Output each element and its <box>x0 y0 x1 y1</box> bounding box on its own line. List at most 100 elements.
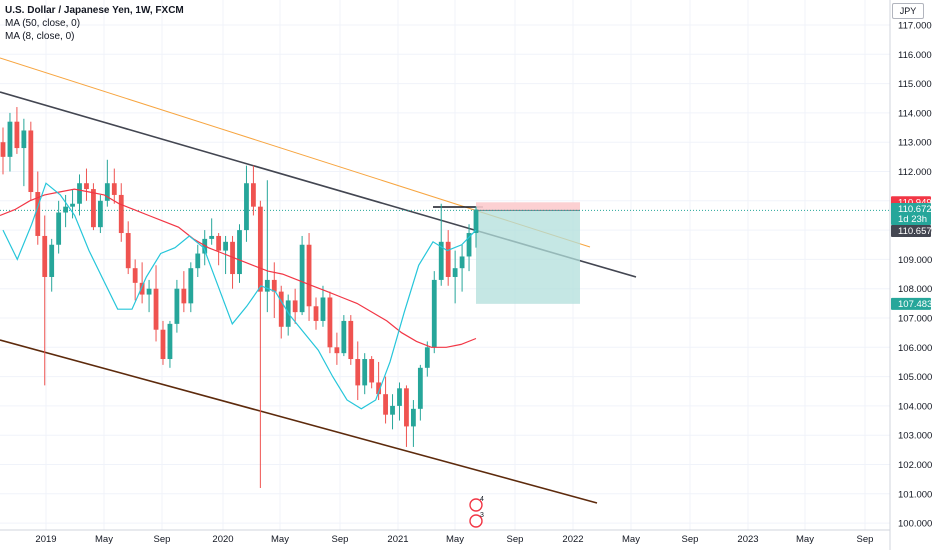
event-count: 3 <box>480 512 484 519</box>
candle-body <box>132 268 138 283</box>
candle-body <box>251 183 256 207</box>
candle-body <box>216 235 222 251</box>
currency-badge[interactable]: JPY <box>892 3 924 19</box>
x-tick-label: 2020 <box>212 534 233 545</box>
price-axis-label <box>891 203 931 225</box>
candle-body <box>313 306 319 321</box>
price-axis-label <box>891 297 931 310</box>
x-tick-label: 2021 <box>387 534 408 545</box>
candle-body <box>209 235 215 239</box>
candle-body <box>397 388 402 406</box>
y-tick-label: 103.000 <box>898 431 932 442</box>
earnings-event-markers[interactable]: 43 <box>469 496 484 528</box>
candle-body <box>410 408 416 427</box>
candle-body <box>244 183 249 231</box>
candle-body <box>146 288 152 295</box>
candle-body <box>466 233 472 257</box>
y-tick-label: 107.000 <box>898 314 932 325</box>
candle-body <box>278 291 284 327</box>
candle-body <box>118 194 124 234</box>
candle-body <box>341 320 347 354</box>
candle-body <box>424 347 430 368</box>
moving-averages <box>0 182 477 410</box>
candle-body <box>376 382 382 395</box>
x-tick-label: May <box>622 534 640 545</box>
candle-body <box>84 183 89 190</box>
price-axis-label-text: 110.949 <box>898 197 932 208</box>
y-tick-label: 115.000 <box>898 79 932 90</box>
candle-body <box>348 320 354 360</box>
stop-loss-zone <box>476 202 580 211</box>
candle-body <box>230 241 235 275</box>
candle-body <box>327 297 333 348</box>
short-position-tool[interactable] <box>0 202 890 304</box>
y-tick-label: 100.000 <box>898 519 932 530</box>
y-tick-label: 108.000 <box>898 284 932 295</box>
profit-target-zone <box>476 210 580 304</box>
ma-50-label[interactable]: MA (50, close, 0) <box>5 18 81 29</box>
candle-body <box>459 256 465 269</box>
candle-body <box>0 142 6 157</box>
candle-body <box>70 203 75 207</box>
y-tick-label: 112.000 <box>898 167 932 178</box>
candle-body <box>188 268 194 304</box>
x-tick-label: May <box>271 534 289 545</box>
candle-body <box>181 288 187 304</box>
y-tick-label: 114.000 <box>898 108 932 119</box>
x-tick-label: May <box>95 534 113 545</box>
candle-body <box>383 394 388 415</box>
candle-body <box>49 244 55 277</box>
earnings-icon <box>469 498 483 512</box>
candle-body <box>257 206 263 292</box>
candle-body <box>431 279 437 348</box>
candlestick-series <box>0 107 479 488</box>
ma-8-label[interactable]: MA (8, close, 0) <box>5 31 75 42</box>
candle-body <box>160 329 166 360</box>
ma-8-line <box>2 182 477 410</box>
y-tick-label: 101.000 <box>898 489 932 500</box>
candle-body <box>35 192 41 236</box>
price-axis-label <box>891 225 931 237</box>
candle-body <box>195 253 201 269</box>
candle-body <box>369 359 375 383</box>
candle-body <box>63 206 69 213</box>
x-tick-label: 2019 <box>35 534 56 545</box>
price-axis-label-text: 107.483 <box>898 299 932 310</box>
candle-body <box>452 268 458 277</box>
candle-body <box>438 241 444 280</box>
y-tick-label: 102.000 <box>898 460 932 471</box>
chart-legend: U.S. Dollar / Japanese Yen, 1W, FXCM MA … <box>5 4 184 43</box>
y-tick-label: 116.000 <box>898 50 932 61</box>
x-tick-label: May <box>446 534 464 545</box>
candle-body <box>167 323 173 360</box>
candle-body <box>355 359 361 386</box>
candle-body <box>91 189 96 228</box>
symbol-title[interactable]: U.S. Dollar / Japanese Yen, 1W, FXCM <box>5 5 184 16</box>
x-tick-label: Sep <box>507 534 524 545</box>
y-tick-label: 106.000 <box>898 343 932 354</box>
candle-body <box>306 244 312 307</box>
candle-body <box>292 300 298 313</box>
dividend-icon <box>469 514 483 528</box>
candle-body <box>473 209 479 234</box>
candle-body <box>77 183 82 204</box>
x-tick-label: May <box>796 534 814 545</box>
price-axis-label-text: 110.672 <box>898 204 932 215</box>
y-tick-label: 109.000 <box>898 255 932 266</box>
y-tick-label: 104.000 <box>898 401 932 412</box>
candle-body <box>445 241 451 277</box>
candle-body <box>125 233 131 269</box>
event-count: 4 <box>480 496 484 503</box>
gridlines <box>0 0 890 530</box>
candle-body <box>320 297 326 321</box>
candle-body <box>42 235 48 277</box>
channel-lower-line <box>0 339 598 504</box>
candle-body <box>299 244 305 313</box>
candle-body <box>14 121 20 149</box>
candle-body <box>271 279 277 292</box>
candle-body <box>237 230 242 275</box>
x-tick-label: 2023 <box>737 534 758 545</box>
x-tick-label: Sep <box>154 534 171 545</box>
x-tick-label: Sep <box>857 534 874 545</box>
